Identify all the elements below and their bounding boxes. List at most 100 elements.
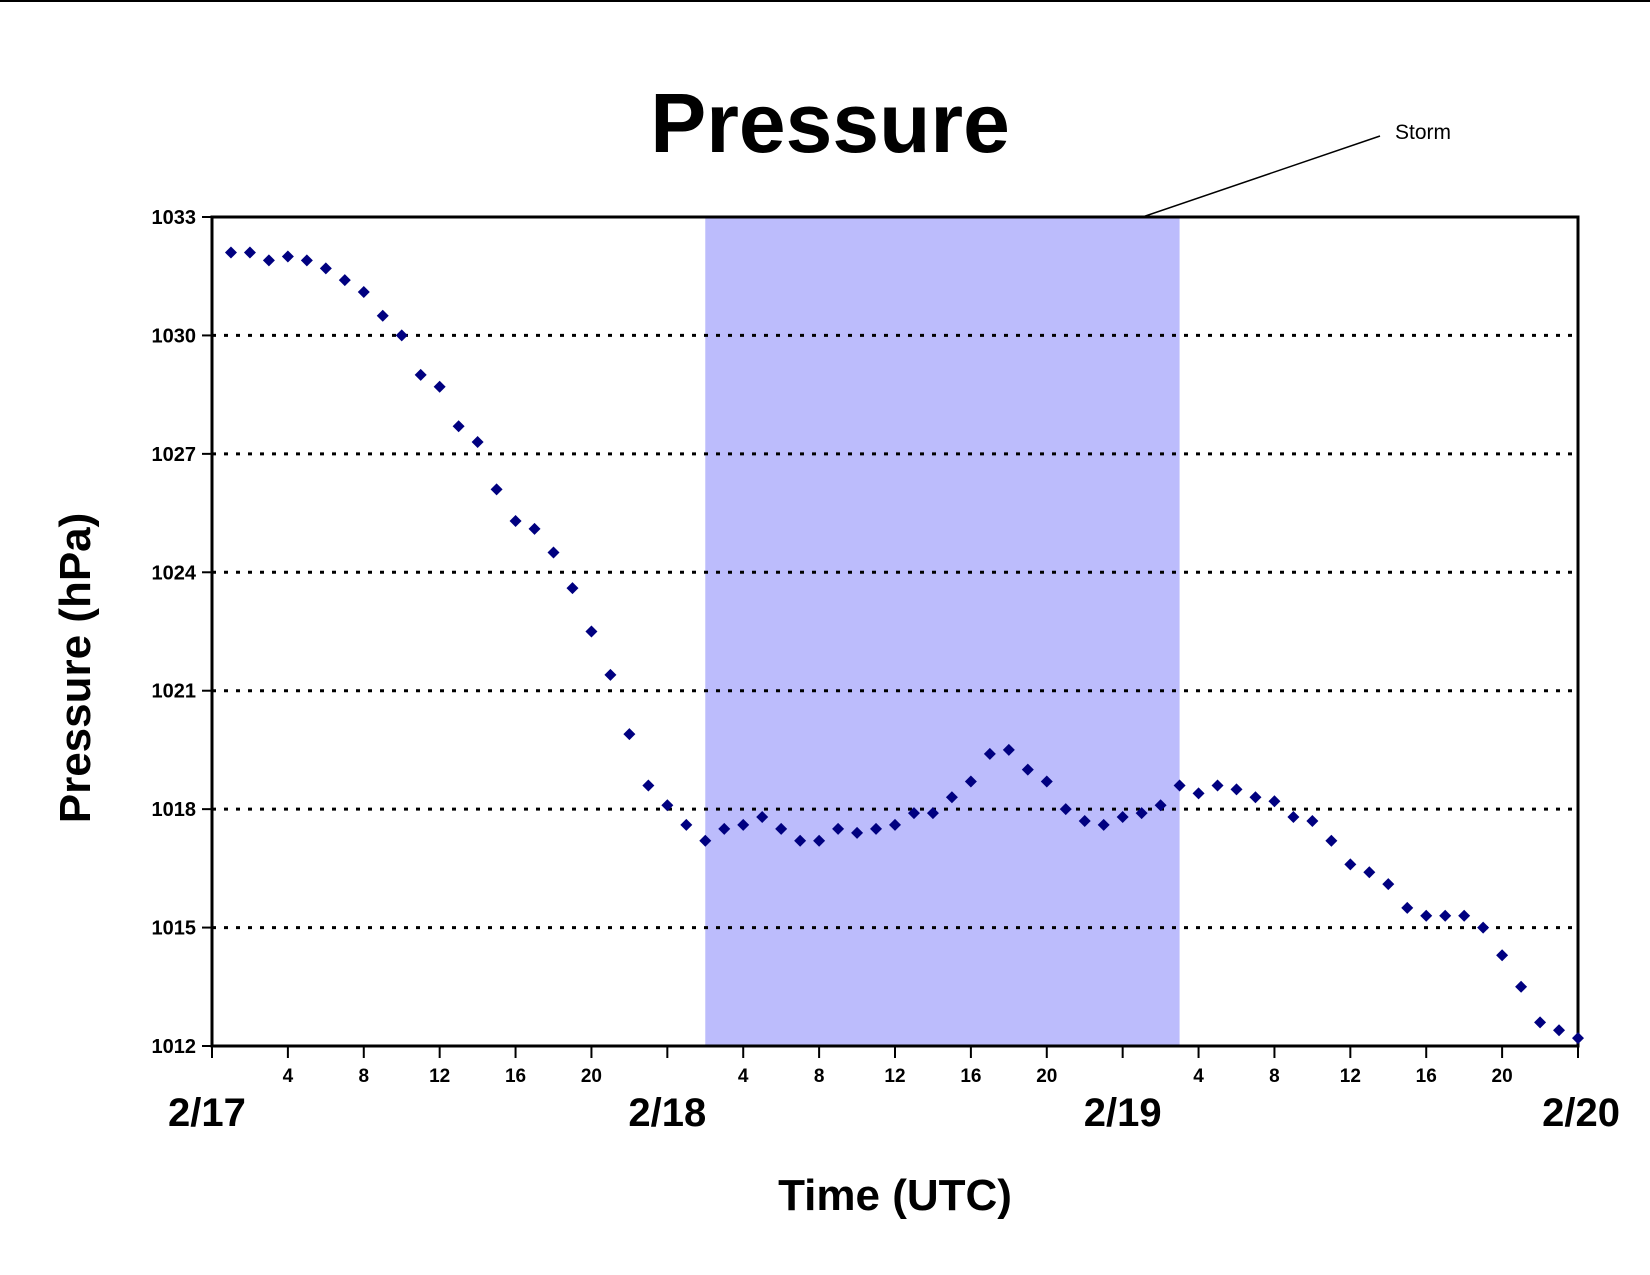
storm-shaded-region (705, 217, 1180, 1046)
x-tick-label: 4 (283, 1066, 294, 1087)
data-point (585, 625, 598, 638)
storm-annotation-leader (1142, 135, 1381, 218)
y-tick-label: 1021 (152, 681, 197, 703)
data-point (262, 254, 275, 267)
data-point (490, 483, 503, 496)
data-point (964, 775, 977, 788)
data-point (1116, 811, 1129, 824)
data-point (1420, 909, 1433, 922)
data-point (1306, 814, 1319, 827)
data-point (870, 822, 883, 835)
y-tick-label: 1030 (152, 325, 197, 347)
data-point (452, 420, 465, 433)
x-tick-label: 12 (1340, 1066, 1361, 1087)
data-point (604, 668, 617, 681)
data-point (661, 799, 674, 812)
data-point (1173, 779, 1186, 792)
x-tick-label: 16 (1416, 1066, 1437, 1087)
top-border-line (0, 0, 1650, 2)
data-point (813, 834, 826, 847)
data-point (1230, 783, 1243, 796)
data-point (433, 380, 446, 393)
y-tick-label: 1024 (152, 562, 197, 584)
x-tick-label: 12 (884, 1066, 905, 1087)
data-point (1515, 980, 1528, 993)
x-tick-label: 20 (1492, 1066, 1513, 1087)
data-point (983, 747, 996, 760)
data-point (1363, 866, 1376, 879)
day-label: 2/17 (168, 1091, 246, 1135)
storm-annotation-label: Storm (1395, 121, 1451, 144)
data-point (1059, 803, 1072, 816)
data-point (1249, 791, 1262, 804)
data-point (1211, 779, 1224, 792)
data-point (926, 807, 939, 820)
data-point (832, 822, 845, 835)
data-point (1553, 1024, 1566, 1037)
data-point (566, 582, 579, 595)
data-point (1192, 787, 1205, 800)
data-point (1287, 811, 1300, 824)
data-point (1458, 909, 1471, 922)
data-point (1534, 1016, 1547, 1029)
data-point (224, 246, 237, 259)
x-tick-label: 16 (960, 1066, 981, 1087)
data-point (243, 246, 256, 259)
chart-title: Pressure (650, 76, 1010, 170)
day-label: 2/19 (1084, 1091, 1162, 1135)
x-tick-label: 20 (581, 1066, 602, 1087)
data-point (794, 834, 807, 847)
data-point (775, 822, 788, 835)
y-tick-label: 1027 (152, 444, 197, 466)
data-point (851, 826, 864, 839)
data-point (547, 546, 560, 559)
x-axis-title: Time (UTC) (778, 1171, 1012, 1220)
data-point (319, 262, 332, 275)
data-point (1097, 818, 1110, 831)
data-point (471, 436, 484, 449)
y-tick-label: 1012 (152, 1036, 197, 1058)
data-point (1344, 858, 1357, 871)
data-point (338, 274, 351, 287)
y-tick-label: 1033 (152, 207, 197, 229)
data-point (1078, 814, 1091, 827)
data-point (1401, 901, 1414, 914)
data-point (889, 818, 901, 831)
x-tick-label: 4 (1193, 1066, 1204, 1087)
x-tick-label: 4 (738, 1066, 749, 1087)
day-label: 2/18 (628, 1091, 706, 1135)
data-point (642, 779, 655, 792)
data-point (699, 834, 712, 847)
data-point (300, 254, 313, 267)
data-point (907, 807, 920, 820)
data-point (1477, 921, 1490, 934)
data-point (1496, 949, 1509, 962)
y-axis-title: Pressure (hPa) (51, 513, 100, 824)
data-point (281, 250, 294, 263)
x-tick-label: 8 (814, 1066, 825, 1087)
data-point (1154, 799, 1167, 812)
data-point (376, 309, 389, 322)
x-tick-label: 20 (1036, 1066, 1057, 1087)
day-label: 2/20 (1542, 1091, 1620, 1135)
data-point (1021, 763, 1034, 776)
data-point (528, 522, 541, 535)
x-tick-label: 12 (429, 1066, 450, 1087)
data-point (1040, 775, 1053, 788)
data-point (1002, 743, 1015, 756)
data-point (1325, 834, 1338, 847)
data-point (718, 822, 731, 835)
x-tick-label: 8 (358, 1066, 369, 1087)
data-point (509, 514, 522, 527)
y-tick-label: 1018 (152, 799, 197, 821)
data-point (395, 329, 408, 342)
data-point (1572, 1032, 1584, 1045)
data-point (945, 791, 958, 804)
x-tick-label: 8 (1269, 1066, 1280, 1087)
data-point (680, 818, 693, 831)
data-point (414, 368, 427, 381)
data-point (1439, 909, 1452, 922)
data-point (623, 728, 636, 741)
data-point (1268, 795, 1281, 808)
